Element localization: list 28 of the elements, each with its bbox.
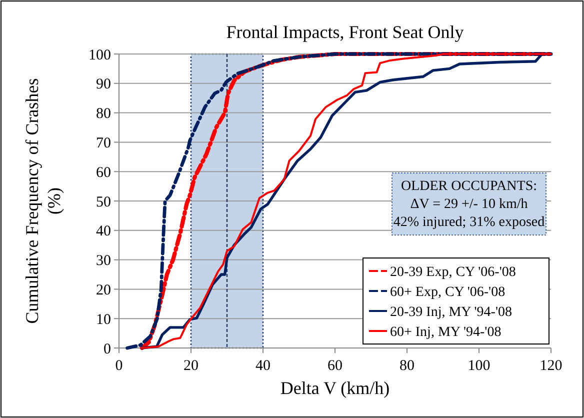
y-tick-label: 100 — [88, 47, 111, 64]
y-tick-label: 50 — [96, 194, 111, 210]
x-tick-label: 40 — [256, 358, 270, 374]
y-tick-label: 70 — [96, 135, 111, 152]
y-axis-title: Cumulative Frequency of Crashes (%) — [22, 78, 64, 324]
y-tick-label: 30 — [96, 253, 111, 270]
y-tick-label: 20 — [96, 282, 111, 298]
legend-label: 60+ Exp, CY '06-'08 — [390, 284, 506, 300]
legend-label: 60+ Inj, MY '94-'08 — [390, 324, 502, 340]
x-tick-label: 120 — [540, 358, 562, 374]
annotation: OLDER OCCUPANTS: — [400, 179, 538, 194]
y-tick-label: 90 — [96, 76, 111, 93]
x-tick-label: 100 — [468, 358, 490, 374]
chart-title: Frontal Impacts, Front Seat Only — [226, 22, 464, 42]
y-tick-label: 10 — [96, 312, 111, 328]
legend-label: 20-39 Exp, CY '06-'08 — [390, 264, 516, 280]
x-tick-label: 0 — [115, 358, 123, 374]
y-tick-label: 80 — [96, 106, 111, 122]
x-tick-label: 60 — [328, 358, 342, 374]
y-tick-label: 60 — [96, 164, 111, 181]
annotation: 42% injured; 31% exposed — [393, 215, 545, 230]
y-tick-label: 0 — [104, 341, 111, 358]
legend-label: 20-39 Inj, MY '94-'08 — [390, 304, 512, 320]
annotation: ΔV = 29 +/- 10 km/h — [410, 197, 528, 212]
x-tick-label: 80 — [400, 358, 414, 374]
x-axis-title: Delta V (km/h) — [280, 378, 390, 398]
x-tick-label: 20 — [184, 358, 198, 374]
y-tick-label: 40 — [96, 224, 111, 240]
